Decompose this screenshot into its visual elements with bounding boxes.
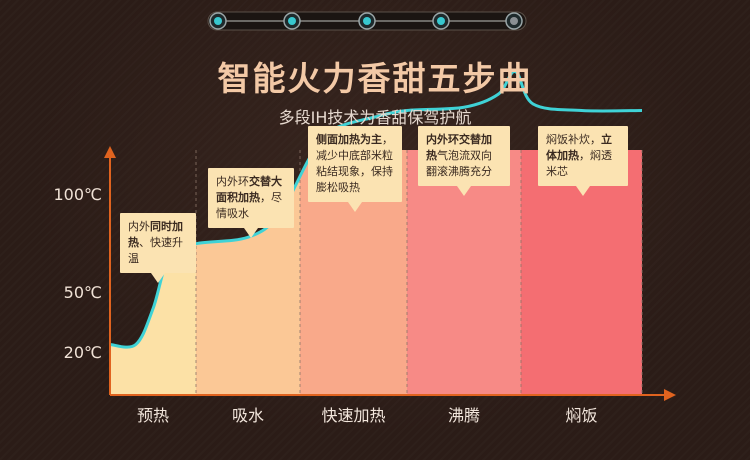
y-tick-100: 100℃ [53,185,102,204]
annotation-5-text-3: ，焖透米芯 [546,149,612,178]
x-category-boil: 沸腾 [447,406,480,425]
header-dot-core-5 [510,17,518,25]
annotation-1-text-1: 内外 [128,220,150,233]
x-category-preheat: 预热 [136,406,169,425]
annotation-soak: 内外环交替大面积加热，尽情吸水 [208,168,294,238]
y-tick-50: 50℃ [63,283,102,302]
annotation-4-text-1: 内外环交替加热 [426,133,492,162]
annotation-1-text-2: 同时加热 [128,220,183,249]
x-category-simmer: 焖饭 [565,406,598,425]
header-dot-core-4 [437,17,445,25]
x-category-fast-heat: 快速加热 [321,406,386,425]
annotation-5-text-1: 焖饭补炊， [546,133,601,146]
annotation-preheat: 内外同时加热、快速升温 [120,213,196,283]
annotation-boil: 内外环交替加热气泡流双向翻滚沸腾充分 [418,126,510,196]
y-tick-20: 20℃ [63,343,102,362]
header-dot-core-1 [214,17,222,25]
x-category-soak: 吸水 [231,406,264,425]
annotation-2-text-1: 内外环 [216,175,249,188]
header-dot-core-3 [363,17,371,25]
chart-title: 智能火力香甜五步曲 [217,59,533,98]
annotation-3-text-1: 侧面加热为主 [316,133,382,146]
annotation-2-text-3: ，尽情吸水 [216,191,282,220]
header-dot-core-2 [288,17,296,25]
annotation-simmer: 焖饭补炊，立体加热，焖透米芯 [538,126,628,196]
annotation-4-text-2: 气泡流双向翻滚沸腾充分 [426,149,492,178]
chart-subtitle: 多段IH技术为香甜保驾护航 [278,108,472,127]
y-axis-arrow [104,146,116,158]
annotation-3-text-2: ，减少中底部米粒粘结现象，保持膨松吸热 [316,133,393,194]
annotation-1-text-3: 、快速升温 [128,236,183,265]
annotation-fast-heat: 侧面加热为主，减少中底部米粒粘结现象，保持膨松吸热 [308,126,402,212]
annotation-5-text-2: 立体加热 [546,133,612,162]
annotation-2-text-2: 交替大面积加热 [216,175,282,204]
x-axis-arrow [664,389,676,401]
